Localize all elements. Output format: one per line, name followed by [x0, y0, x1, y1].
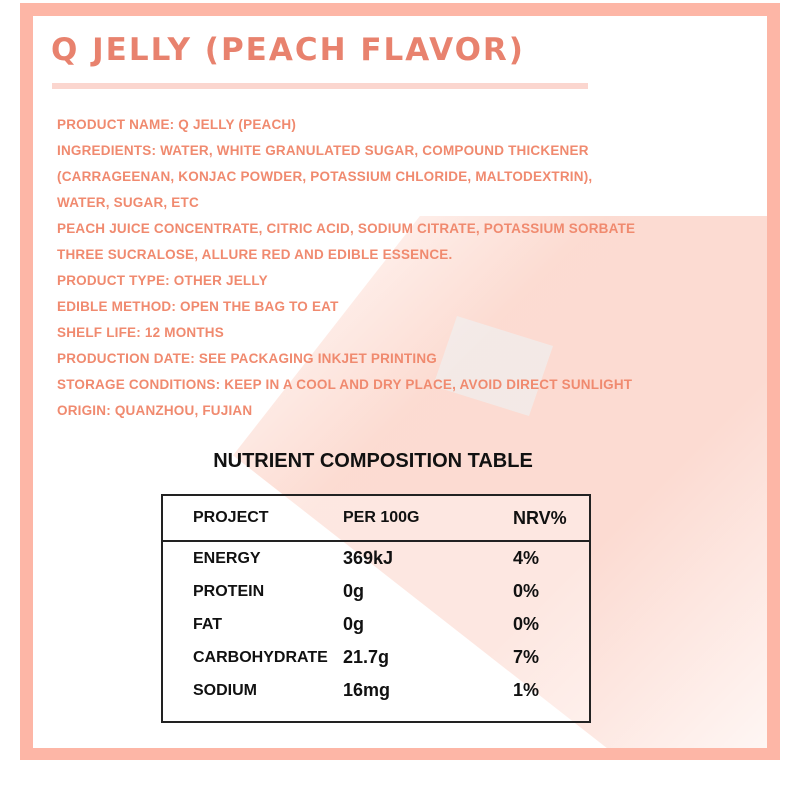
table-row: PROTEIN 0g 0% [162, 575, 590, 608]
spacer-cell [162, 707, 590, 722]
nutrient-name: CARBOHYDRATE [193, 648, 328, 666]
table-row: FAT 0g 0% [162, 608, 590, 641]
table-row: SODIUM 16mg 1% [162, 674, 590, 707]
info-line: STORAGE CONDITIONS: KEEP IN A COOL AND D… [57, 377, 633, 392]
nutrient-name: FAT [193, 615, 223, 633]
header-project: PROJECT [162, 495, 343, 542]
page-title: Q JELLY (PEACH FLAVOR) [51, 32, 525, 68]
info-line: (CARRAGEENAN, KONJAC POWDER, POTASSIUM C… [57, 169, 593, 184]
pink-frame: Q JELLY (PEACH FLAVOR) PRODUCT NAME: Q J… [20, 3, 780, 760]
info-line: SHELF LIFE: 12 MONTHS [57, 325, 224, 340]
info-line: PRODUCTION DATE: SEE PACKAGING INKJET PR… [57, 351, 437, 366]
content-panel: Q JELLY (PEACH FLAVOR) PRODUCT NAME: Q J… [33, 16, 767, 748]
title-underline [52, 83, 588, 89]
table-spacer [162, 707, 590, 722]
nutrient-table: PROJECT PER 100G NRV% ENERGY 369kJ 4% PROTE… [161, 494, 591, 723]
nutrient-name: SODIUM [193, 681, 257, 699]
nutrient-nrv: 0% [513, 614, 540, 634]
product-info: PRODUCT NAME: Q JELLY (PEACH) INGREDIENTS… [57, 112, 635, 424]
nutrient-amount: 21.7g [343, 647, 390, 667]
info-line: THREE SUCRALOSE, ALLURE RED AND EDIBLE E… [57, 247, 453, 262]
nutrient-nrv: 7% [513, 647, 540, 667]
nutrient-amount: 0g [343, 614, 365, 634]
nutrient-amount: 0g [343, 581, 365, 601]
nutrient-name: PROTEIN [193, 582, 265, 600]
header-per-100g: PER 100G [343, 495, 513, 542]
nutrient-nrv: 1% [513, 680, 540, 700]
info-line: PRODUCT NAME: Q JELLY (PEACH) [57, 117, 297, 132]
nutrient-amount: 16mg [343, 680, 391, 700]
info-line: WATER, SUGAR, ETC [57, 195, 199, 210]
table-header-row: PROJECT PER 100G NRV% [162, 495, 590, 542]
table-row: ENERGY 369kJ 4% [162, 541, 590, 575]
info-line: INGREDIENTS: WATER, WHITE GRANULATED SUG… [57, 143, 589, 158]
header-nrv: NRV% [513, 495, 590, 542]
nutrient-amount: 369kJ [343, 548, 394, 568]
info-line: EDIBLE METHOD: OPEN THE BAG TO EAT [57, 299, 339, 314]
table-title: NUTRIENT COMPOSITION TABLE [213, 450, 533, 472]
table-row: CARBOHYDRATE 21.7g 7% [162, 641, 590, 674]
nutrient-nrv: 0% [513, 581, 540, 601]
info-line: PRODUCT TYPE: OTHER JELLY [57, 273, 268, 288]
nutrient-name: ENERGY [193, 549, 261, 567]
info-line: PEACH JUICE CONCENTRATE, CITRIC ACID, SO… [57, 221, 636, 236]
nutrient-nrv: 4% [513, 548, 540, 568]
info-line: ORIGIN: QUANZHOU, FUJIAN [57, 403, 253, 418]
